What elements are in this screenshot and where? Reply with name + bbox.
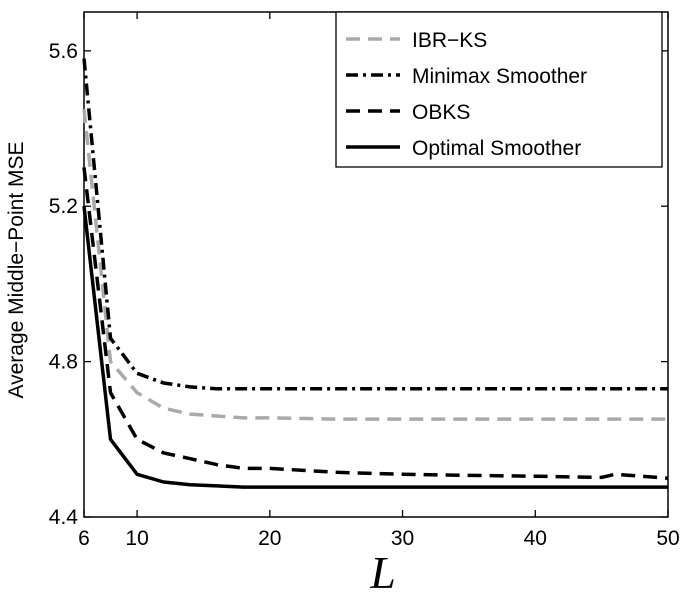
y-tick-label: 5.2 <box>49 195 78 218</box>
y-axis-ticks: 4.4 4.8 5.2 5.6 <box>49 40 668 529</box>
legend-label-ibr-ks: IBR−KS <box>412 29 487 52</box>
x-axis-label: L <box>369 547 396 593</box>
y-tick-label: 5.6 <box>49 40 78 63</box>
x-tick-label: 50 <box>656 527 679 550</box>
series-line-obks <box>82 167 669 480</box>
x-tick-label: 10 <box>125 527 148 550</box>
legend: IBR−KS Minimax Smoother OBKS Optimal Smooth… <box>335 11 663 168</box>
legend-label-obks: OBKS <box>412 101 470 124</box>
y-axis-label: Average Middle−Point MSE <box>5 141 28 398</box>
x-tick-label: 40 <box>524 527 547 550</box>
series-line-ibr-ks <box>82 108 668 421</box>
y-tick-label: 4.8 <box>49 351 78 374</box>
series-line-minimax-smoother <box>82 58 668 391</box>
x-tick-label: 30 <box>391 527 414 550</box>
y-tick-label: 4.4 <box>49 506 79 529</box>
series-layer <box>82 58 669 489</box>
x-tick-label: 6 <box>78 527 90 550</box>
legend-label-optimal-smoother: Optimal Smoother <box>412 137 581 160</box>
series-line-optimal-smoother <box>82 206 668 489</box>
legend-label-minimax-smoother: Minimax Smoother <box>412 65 587 88</box>
x-tick-label: 20 <box>258 527 281 550</box>
